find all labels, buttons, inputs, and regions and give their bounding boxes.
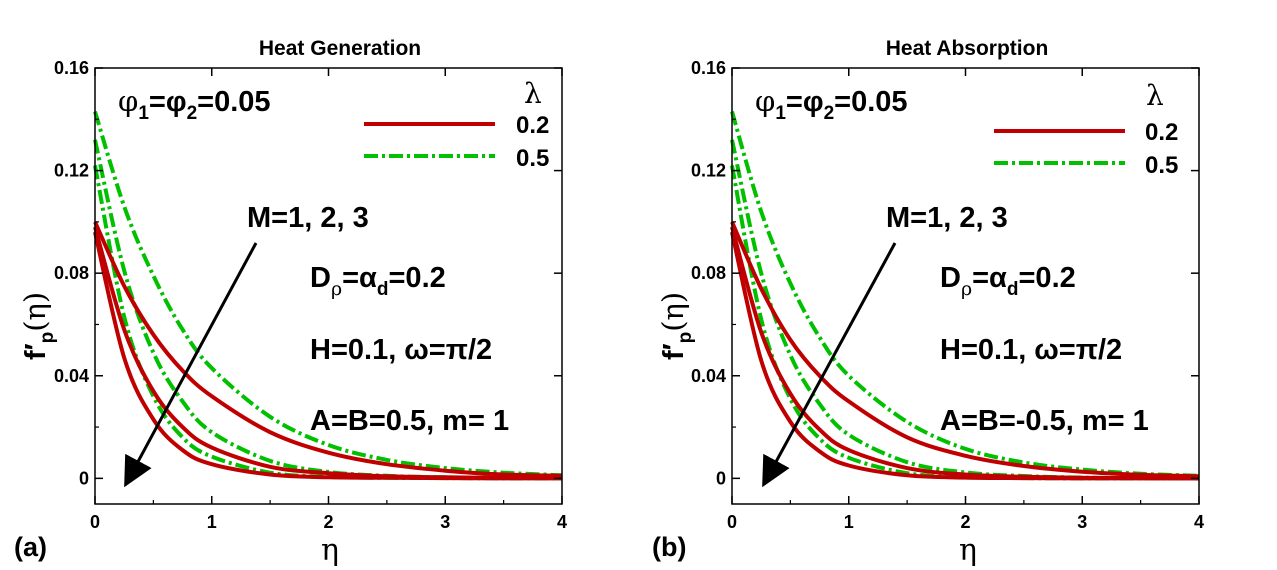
panel-b-series-lambda-0.2-m3 bbox=[730, 231, 1199, 481]
panel-b-x-axis-label: η bbox=[959, 533, 977, 568]
panel-b-x-tick-label: 1 bbox=[844, 512, 854, 532]
panel-b-series-group bbox=[730, 111, 1200, 481]
panel-a-title: Heat Generation bbox=[259, 37, 421, 60]
panel-b-h-omega-annotation: H=0.1, ω=π/2 bbox=[940, 334, 1122, 366]
panel-a-series-group bbox=[93, 111, 563, 481]
panel-a-legend-title: λ bbox=[524, 77, 542, 110]
panel-b-x-tick-label: 3 bbox=[1077, 512, 1087, 532]
panel-b-m-arrow bbox=[762, 242, 897, 488]
panel-b: Heat Absorption 0 1 2 3 4 0 0.04 0.08 0.12 0.16 f… bbox=[652, 37, 1204, 568]
panel-a-m-annotation: M=1, 2, 3 bbox=[247, 202, 369, 234]
panel-a-y-tick-label: 0.04 bbox=[54, 366, 89, 386]
panel-b-title: Heat Absorption bbox=[886, 37, 1049, 60]
panel-b-x-tick-label: 0 bbox=[727, 512, 737, 532]
panel-a-m-arrow bbox=[124, 242, 258, 488]
panel-a-x-tick-label: 0 bbox=[90, 512, 100, 532]
panel-b-y-tick-label: 0.04 bbox=[691, 366, 726, 386]
panel-b-x-tick-label: 2 bbox=[960, 512, 970, 532]
panel-a-series-lambda-0.2-m3 bbox=[93, 231, 562, 481]
panel-b-x-tick-label: 4 bbox=[1194, 512, 1204, 532]
panel-a-x-tick-label: 3 bbox=[440, 512, 450, 532]
panel-b-label: (b) bbox=[652, 532, 686, 562]
panel-a-ab-annotation: A=B=0.5, m= 1 bbox=[310, 405, 509, 437]
panel-a-legend-label-0.2: 0.2 bbox=[516, 112, 549, 139]
panel-b-legend-title: λ bbox=[1146, 79, 1164, 112]
panel-a-legend-label-0.5: 0.5 bbox=[516, 145, 549, 172]
panel-b-y-axis-label: f′p(η) bbox=[656, 292, 696, 360]
panel-a-d-rho-annotation: Dρ=αd=0.2 bbox=[310, 262, 446, 300]
panel-a-label: (a) bbox=[14, 532, 47, 562]
panel-b-phi-annotation: φ1=φ2=0.05 bbox=[755, 84, 908, 124]
panel-a-y-tick-label: 0.12 bbox=[54, 161, 89, 181]
panel-a-ticks: 0 1 2 3 4 0 0.04 0.08 0.12 0.16 bbox=[54, 58, 567, 532]
panel-b-y-tick-label: 0 bbox=[716, 468, 726, 488]
panel-a-y-tick-label: 0 bbox=[79, 468, 89, 488]
panel-a-x-axis-label: η bbox=[321, 533, 339, 568]
panel-a-y-axis-label: f′p(η) bbox=[18, 292, 58, 360]
panel-a-h-omega-annotation: H=0.1, ω=π/2 bbox=[310, 334, 492, 366]
panel-b-legend-label-0.2: 0.2 bbox=[1145, 119, 1178, 146]
panel-b-y-tick-label: 0.12 bbox=[691, 161, 726, 181]
panel-a-series-lambda-0.5-m1 bbox=[93, 111, 563, 478]
panel-b-m-annotation: M=1, 2, 3 bbox=[886, 202, 1008, 234]
panel-b-legend-label-0.5: 0.5 bbox=[1145, 152, 1178, 179]
panel-b-ab-annotation: A=B=-0.5, m= 1 bbox=[940, 405, 1149, 437]
panel-b-series-lambda-0.5-m2 bbox=[730, 139, 1200, 481]
panel-b-y-tick-label: 0.16 bbox=[691, 58, 726, 78]
panel-b-y-tick-label: 0.08 bbox=[691, 263, 726, 283]
panel-b-legend: λ 0.2 0.5 bbox=[994, 79, 1178, 179]
panel-a-x-tick-label: 1 bbox=[207, 512, 217, 532]
panel-a-x-tick-label: 2 bbox=[323, 512, 333, 532]
panel-b-series-lambda-0.2-m1 bbox=[730, 221, 1200, 479]
panel-b-d-rho-annotation: Dρ=αd=0.2 bbox=[940, 262, 1076, 300]
panel-a-legend: λ 0.2 0.5 bbox=[364, 77, 549, 172]
panel-a-x-tick-label: 4 bbox=[557, 512, 567, 532]
panel-a-phi-annotation: φ1=φ2=0.05 bbox=[118, 84, 271, 124]
panel-b-ticks: 0 1 2 3 4 0 0.04 0.08 0.12 0.16 bbox=[691, 58, 1204, 532]
panel-a-series-lambda-0.2-m1 bbox=[93, 221, 563, 478]
panel-a-y-tick-label: 0.08 bbox=[54, 263, 89, 283]
panel-a-y-tick-label: 0.16 bbox=[54, 58, 89, 78]
panel-a: Heat Generation 0 1 2 3 4 0 0.04 0.08 0.12 0.16 f… bbox=[14, 37, 567, 568]
